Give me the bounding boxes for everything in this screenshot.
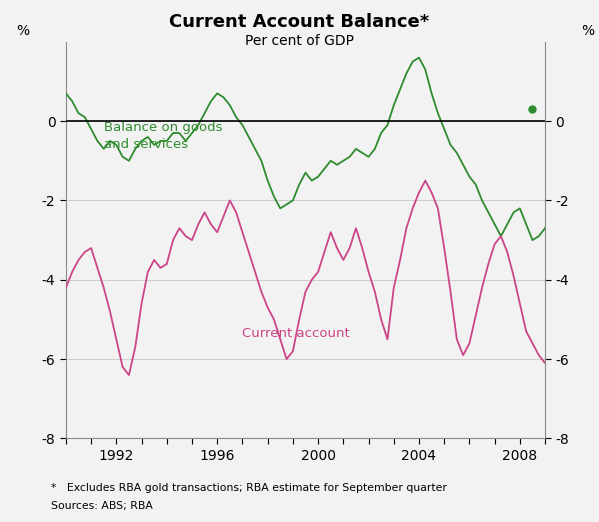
Text: Per cent of GDP: Per cent of GDP [245,34,354,48]
Text: Current account: Current account [242,327,350,340]
Text: %: % [16,24,29,38]
Text: %: % [582,24,595,38]
Text: *   Excludes RBA gold transactions; RBA estimate for September quarter: * Excludes RBA gold transactions; RBA es… [51,483,447,493]
Text: Current Account Balance*: Current Account Balance* [170,13,429,31]
Text: Sources: ABS; RBA: Sources: ABS; RBA [51,501,153,511]
Text: Balance on goods
and services: Balance on goods and services [104,121,223,151]
